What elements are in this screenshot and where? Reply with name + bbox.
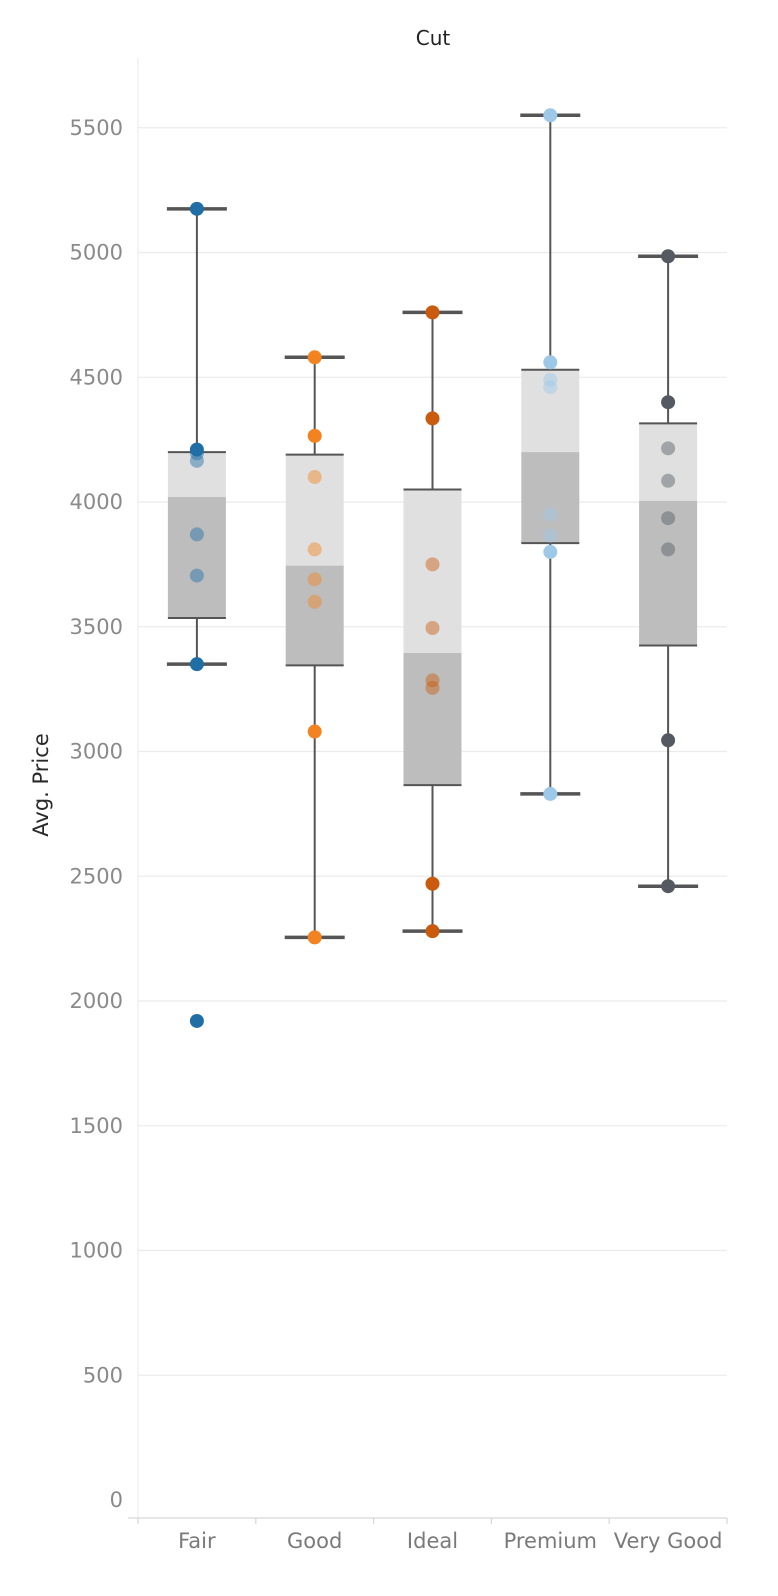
y-tick-label: 3000	[70, 740, 123, 764]
box-lower-half	[521, 452, 580, 544]
box-fair	[166, 207, 227, 666]
data-point	[189, 446, 204, 461]
y-tick-label: 500	[83, 1363, 123, 1387]
data-point	[661, 473, 676, 488]
data-point	[425, 411, 440, 426]
data-point	[425, 620, 440, 635]
y-tick-label: 5000	[70, 241, 123, 265]
data-point	[661, 441, 676, 456]
y-tick-label: 4500	[70, 365, 123, 389]
data-point	[307, 930, 322, 945]
x-category-label: Fair	[178, 1529, 216, 1553]
y-axis-title: Avg. Price	[29, 733, 53, 836]
box-lower-half	[285, 565, 344, 666]
y-tick-label: 3500	[70, 615, 123, 639]
data-point	[307, 542, 322, 557]
data-point	[307, 350, 322, 365]
column-header-title: Cut	[416, 26, 451, 50]
x-category-label: Premium	[504, 1529, 597, 1553]
box-lower-half	[639, 500, 698, 646]
data-point	[661, 733, 676, 748]
boxes	[166, 113, 699, 940]
data-point	[543, 380, 558, 395]
box-very-good	[638, 254, 699, 888]
axis-labels: 0 500 1000 1500 2000 2500 3000 3500 4000 4500 5000…	[70, 116, 723, 1553]
data-point	[425, 673, 440, 688]
x-category-label: Very Good	[614, 1529, 723, 1553]
data-point	[543, 786, 558, 801]
data-point	[661, 542, 676, 557]
data-point	[425, 557, 440, 572]
data-point	[189, 1013, 204, 1028]
x-category-label: Ideal	[407, 1529, 458, 1553]
data-point	[661, 249, 676, 264]
data-points	[189, 108, 676, 1028]
box-upper-half	[639, 423, 698, 501]
data-point	[543, 355, 558, 370]
box-good	[284, 355, 345, 940]
y-tick-label: 1500	[70, 1114, 123, 1138]
data-point	[307, 594, 322, 609]
data-point	[425, 876, 440, 891]
data-point	[189, 527, 204, 542]
data-point	[425, 305, 440, 320]
data-point	[661, 511, 676, 526]
data-point	[189, 657, 204, 672]
data-point	[425, 924, 440, 939]
y-tick-label: 5500	[70, 116, 123, 140]
box-upper-half	[167, 452, 226, 498]
data-point	[543, 108, 558, 123]
data-point	[543, 528, 558, 543]
box-premium	[520, 113, 581, 796]
data-point	[189, 568, 204, 583]
box-lower-half	[403, 652, 462, 786]
data-point	[307, 470, 322, 485]
data-point	[307, 428, 322, 443]
axes	[128, 58, 728, 1524]
box-upper-half	[521, 369, 580, 453]
data-point	[189, 442, 204, 457]
box-lower-half	[167, 497, 226, 619]
data-point	[661, 395, 676, 410]
y-tick-label: 2500	[70, 864, 123, 888]
box-upper-half	[403, 489, 462, 653]
y-tick-label: 1000	[70, 1239, 123, 1263]
data-point	[307, 724, 322, 739]
box-upper-half	[285, 454, 344, 566]
data-point	[307, 572, 322, 587]
y-tick-label: 4000	[70, 490, 123, 514]
data-point	[425, 680, 440, 695]
y-tick-label: 0	[110, 1488, 123, 1512]
data-point	[189, 201, 204, 216]
data-point	[189, 453, 204, 468]
data-point	[661, 879, 676, 894]
data-point	[543, 544, 558, 559]
y-tick-label: 2000	[70, 989, 123, 1013]
x-category-label: Good	[287, 1529, 342, 1553]
data-point	[543, 507, 558, 522]
data-point	[543, 372, 558, 387]
box-ideal	[402, 310, 463, 933]
